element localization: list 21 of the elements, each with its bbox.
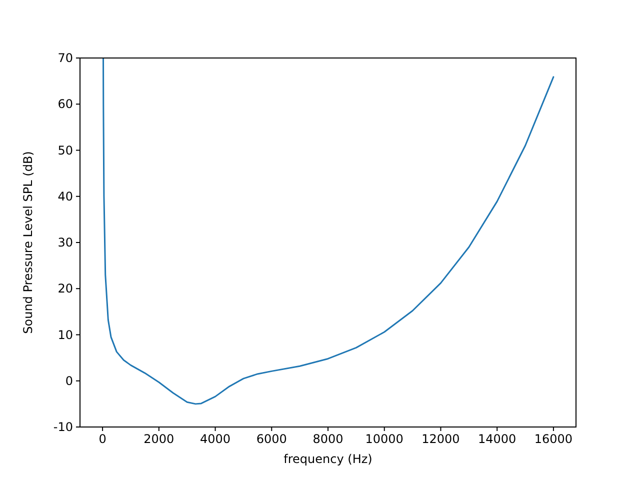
y-tick-label: 70	[58, 51, 73, 65]
x-tick-label: 2000	[144, 432, 174, 446]
y-tick-label: 40	[58, 189, 73, 204]
y-tick-label: -10	[53, 420, 73, 434]
x-axis-title: frequency (Hz)	[284, 452, 372, 466]
x-tick-label: 4000	[200, 432, 231, 446]
y-tick-label: 50	[58, 143, 73, 158]
x-tick-label: 16000	[534, 432, 573, 446]
y-tick-label: 30	[58, 236, 73, 250]
x-tick-label: 0	[98, 432, 106, 446]
line-series	[102, 58, 554, 405]
y-axis-title: Sound Pressure Level SPL (dB)	[21, 151, 35, 334]
y-tick-label: 60	[58, 97, 73, 112]
x-tick-label: 10000	[365, 432, 404, 446]
x-tick-label: 12000	[422, 432, 460, 446]
x-tick-label: 6000	[256, 432, 287, 446]
y-tick-label: 0	[65, 374, 73, 388]
x-tick-label: 14000	[478, 432, 516, 446]
y-tick-label: 10	[58, 328, 73, 342]
x-tick-label: 8000	[312, 432, 344, 446]
y-tick-label: 20	[58, 282, 73, 296]
